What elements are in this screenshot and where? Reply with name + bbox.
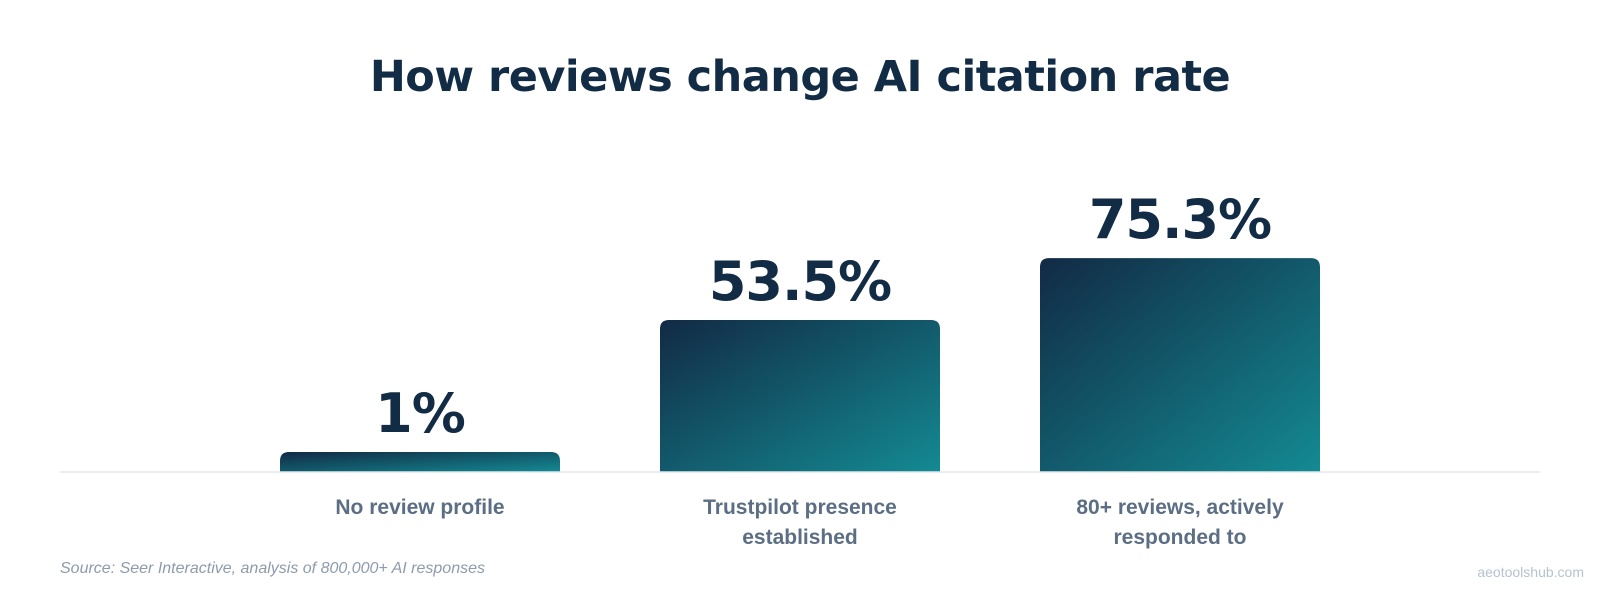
value-label-1: 1% — [375, 382, 465, 445]
labels-layer: 1% No review profile 53.5% Trustpilot prese… — [335, 188, 1284, 549]
bars-layer — [280, 258, 1320, 472]
watermark: aeotoolshub.com — [1477, 564, 1584, 580]
bar-2 — [660, 320, 940, 472]
category-label-3-line-1: 80+ reviews, actively — [1076, 496, 1284, 519]
bar-1 — [280, 452, 560, 472]
chart-title: How reviews change AI citation rate — [369, 52, 1231, 102]
category-label-3-line-2: responded to — [1113, 526, 1246, 549]
value-label-3: 75.3% — [1089, 188, 1271, 251]
value-label-2: 53.5% — [709, 250, 891, 313]
category-label-2-line-1: Trustpilot presence — [703, 496, 897, 519]
bar-3 — [1040, 258, 1320, 472]
category-label-1: No review profile — [335, 496, 504, 519]
category-label-2-line-2: established — [742, 526, 858, 549]
source-note: Source: Seer Interactive, analysis of 80… — [60, 560, 485, 577]
